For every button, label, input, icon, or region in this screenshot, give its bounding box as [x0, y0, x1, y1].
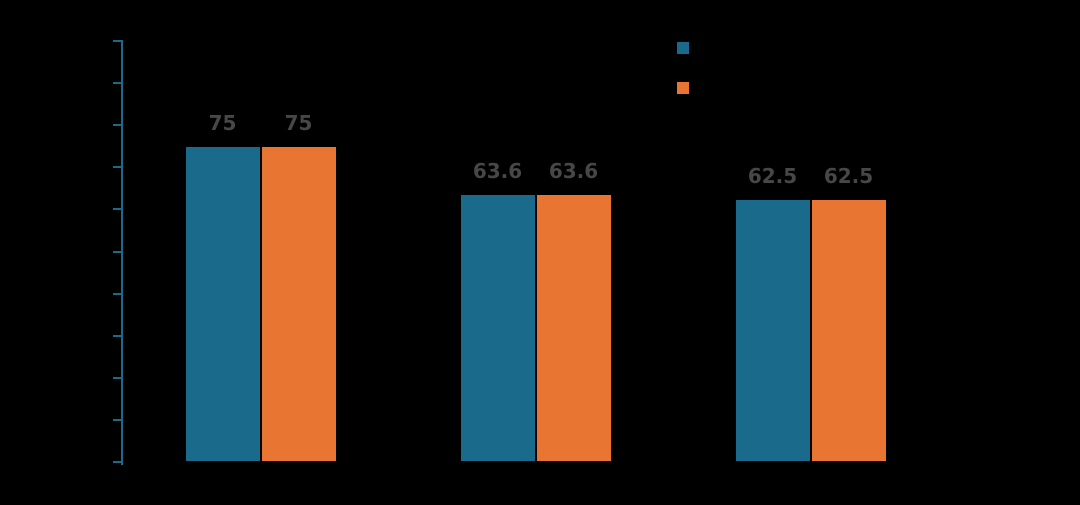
bar-series-2-group-1: [260, 146, 337, 462]
y-axis-tick: [113, 124, 121, 127]
y-axis-tick: [113, 40, 121, 42]
bar-series-1-group-2: [459, 194, 536, 462]
bar-series-2-group-3: [810, 198, 887, 462]
y-axis-tick: [113, 334, 121, 337]
y-axis-tick: [113, 461, 121, 463]
y-axis-tick: [113, 292, 121, 295]
y-axis-spine: [121, 40, 123, 465]
bar-series-1-group-1: [184, 146, 261, 462]
value-label: 62.5: [823, 163, 874, 188]
value-label: 62.5: [747, 163, 798, 188]
y-axis-tick: [113, 250, 121, 253]
y-axis-tick: [113, 166, 121, 169]
value-label: 75: [208, 111, 237, 136]
y-axis-tick: [113, 208, 121, 211]
value-label: 75: [284, 111, 313, 136]
y-axis-tick: [113, 418, 121, 421]
y-axis-tick: [113, 82, 121, 85]
legend-swatch-series-2: [677, 82, 689, 94]
legend: [677, 42, 689, 122]
y-axis-tick: [113, 376, 121, 379]
legend-swatch-series-1: [677, 42, 689, 54]
bar-series-2-group-2: [535, 194, 612, 462]
bar-series-1-group-3: [734, 198, 811, 462]
value-label: 63.6: [548, 159, 599, 184]
value-label: 63.6: [472, 159, 523, 184]
